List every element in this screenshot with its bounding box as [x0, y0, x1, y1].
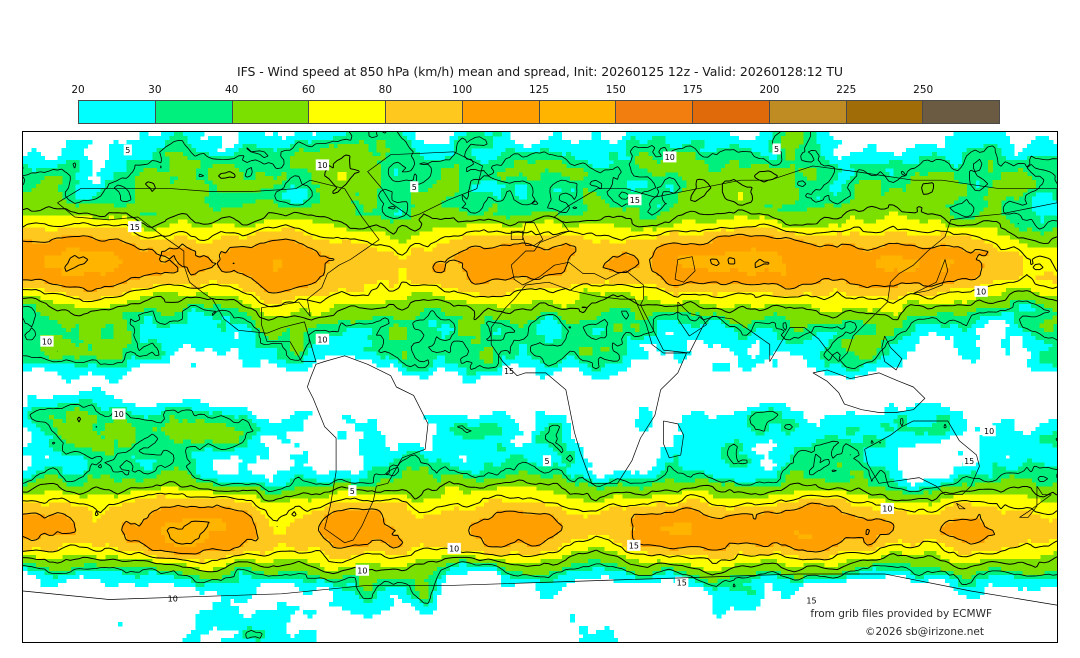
map-canvas[interactable]: 5 10 5 10 5 15 10 10 15 15 10 10 10 15 15 10 15 10 10 15 5 5 1…: [22, 131, 1058, 643]
colorbar-tick-30: 30: [148, 84, 161, 96]
colorbar-tick-100: 100: [452, 84, 472, 96]
colorbar-segment-150: [616, 101, 693, 123]
colorbar-tick-150: 150: [606, 84, 626, 96]
contour-label: 15: [130, 223, 140, 232]
contour-label: 10: [42, 337, 52, 346]
contour-label: 5: [412, 183, 417, 192]
contour-label: 5: [350, 487, 355, 496]
colorbar-tick-60: 60: [302, 84, 315, 96]
data-source-credit: from grib files provided by ECMWF: [810, 608, 992, 620]
colorbar-tick-200: 200: [759, 84, 779, 96]
contour-label: 10: [882, 505, 892, 514]
colorbar-segment-175: [693, 101, 770, 123]
colorbar-tick-80: 80: [379, 84, 392, 96]
colorbar-segment-30: [156, 101, 233, 123]
contour-label: 10: [449, 545, 459, 554]
colorbar: [78, 100, 1000, 124]
colorbar-segment-80: [386, 101, 463, 123]
page-title: IFS - Wind speed at 850 hPa (km/h) mean …: [0, 64, 1080, 79]
colorbar-segment-100: [463, 101, 540, 123]
contour-label: 5: [774, 145, 779, 154]
contour-label: 15: [677, 578, 687, 587]
colorbar-segment-20: [79, 101, 156, 123]
colorbar-segment-225: [847, 101, 924, 123]
contour-label: 5: [544, 457, 549, 466]
colorbar-segment-125: [540, 101, 617, 123]
contour-label: 15: [964, 457, 974, 466]
colorbar-tick-20: 20: [71, 84, 84, 96]
contour-label: 10: [317, 335, 327, 344]
colorbar-tick-125: 125: [529, 84, 549, 96]
colorbar-segments: [78, 100, 1000, 124]
contour-label: 10: [984, 427, 994, 436]
contour-label: 10: [976, 288, 986, 297]
colorbar-segment-250: [923, 101, 999, 123]
copyright-credit: ©2026 sb@irizone.net: [865, 626, 984, 638]
contour-label: 15: [629, 542, 639, 551]
colorbar-segment-40: [233, 101, 310, 123]
colorbar-tick-40: 40: [225, 84, 238, 96]
contour-label: 10: [665, 153, 675, 162]
contour-label: 5: [125, 146, 130, 155]
colorbar-tick-labels: 20 30 40 60 80 100 125 150 175 200 225 250: [78, 84, 1000, 98]
contour-label: 15: [630, 196, 640, 205]
colorbar-tick-175: 175: [683, 84, 703, 96]
contour-label: 10: [357, 566, 367, 575]
colorbar-segment-60: [309, 101, 386, 123]
colorbar-tick-250: 250: [913, 84, 933, 96]
contour-label: 10: [168, 594, 178, 603]
contour-label: 10: [114, 410, 124, 419]
colorbar-segment-200: [770, 101, 847, 123]
colorbar-tick-225: 225: [836, 84, 856, 96]
contour-label: 10: [317, 161, 327, 170]
contour-label: 15: [806, 596, 816, 605]
